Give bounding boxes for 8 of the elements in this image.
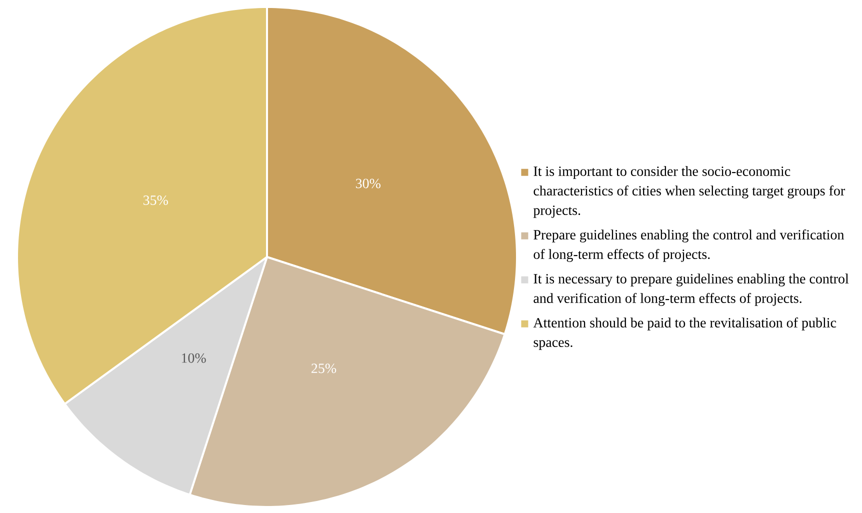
- data-label: 35%: [143, 195, 168, 205]
- data-label: 30%: [356, 178, 380, 188]
- legend-label: Prepare guidelines enabling the control and verification of long-term effects of projects.: [534, 229, 844, 262]
- data-label: 25%: [312, 364, 336, 374]
- data-label: 10%: [182, 353, 206, 363]
- legend-label: It is necessary to prepare guidelines enabling the control and verification of long-term effects of projects.: [534, 274, 849, 306]
- legend-label: Attention should be paid to the revitalisation of public spaces.: [533, 317, 836, 350]
- legend-label: It is important to consider the socio-economic characteristics of cities when selecting target groups for projects.: [533, 166, 846, 218]
